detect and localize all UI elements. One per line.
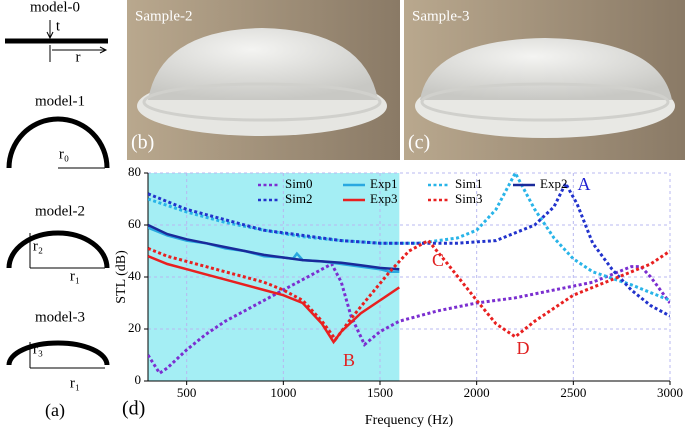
model-drawings	[5, 20, 110, 369]
x-tick-label: 1500	[367, 385, 393, 400]
x-tick-label: 1000	[270, 385, 296, 400]
annotation: B	[343, 350, 355, 370]
model-name: model-0	[30, 0, 80, 15]
y-tick-label: 80	[128, 164, 141, 179]
y-tick-label: 60	[128, 216, 141, 231]
panel-label: (a)	[45, 400, 65, 421]
series-line	[148, 223, 400, 271]
model-name: model-2	[35, 203, 85, 219]
y-axis-label: STL (dB)	[114, 250, 129, 304]
panel-label: (d)	[122, 398, 145, 420]
series-line	[148, 261, 670, 376]
series-line	[148, 238, 670, 342]
y-tick-label: 20	[128, 320, 141, 335]
legend-label: Sim2	[285, 191, 312, 206]
panel-label: (c)	[408, 132, 430, 154]
plot: 0 20 40 60 80 500 1000 1500 2000 2500 3000 Sim0 Exp1…	[128, 164, 683, 400]
legend-label: Sim1	[455, 176, 482, 191]
x-axis-label: Frequency (Hz)	[365, 413, 454, 428]
photo-caption: Sample-3	[412, 8, 470, 24]
series-line	[148, 173, 670, 302]
legend-label: Sim0	[285, 176, 312, 191]
model-name: model-3	[35, 309, 85, 325]
dim-label: r	[76, 49, 81, 65]
annotation: D	[517, 338, 530, 358]
x-tick-label: 500	[177, 385, 197, 400]
x-tick-label: 2500	[560, 385, 586, 400]
legend-label: Sim3	[455, 191, 482, 206]
y-tick-label: 40	[128, 268, 141, 283]
legend-label: Exp1	[370, 176, 397, 191]
dim-label: r₃	[33, 341, 43, 357]
legend-label: Exp2	[540, 176, 567, 191]
photo	[404, 0, 685, 160]
series-line	[148, 180, 670, 318]
dim-label: r₂	[33, 238, 43, 254]
series-line	[148, 255, 400, 345]
dim-label: t	[56, 18, 61, 34]
dim-label: r₀	[59, 146, 69, 162]
legend-label: Exp3	[370, 191, 397, 206]
y-tick-label: 0	[135, 372, 142, 387]
x-tick-label: 3000	[657, 385, 683, 400]
model-name: model-1	[35, 93, 85, 109]
panel-label: (b)	[131, 132, 154, 154]
photo	[127, 0, 400, 160]
photo-caption: Sample-2	[135, 8, 193, 24]
x-tick-label: 2000	[464, 385, 490, 400]
dim-label: r₁	[70, 375, 80, 391]
annotation: A	[578, 174, 591, 194]
annotation: C	[432, 250, 444, 270]
dim-label: r₁	[70, 268, 80, 284]
